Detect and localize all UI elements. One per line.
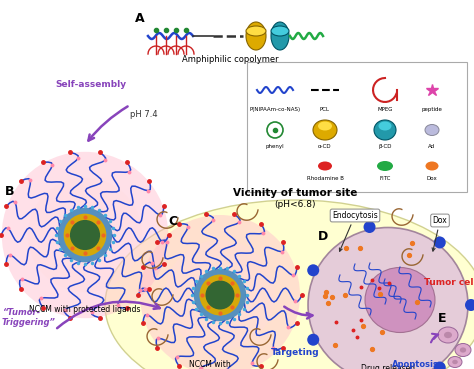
Circle shape [307,264,319,276]
Ellipse shape [318,162,332,170]
Text: Apoptosis: Apoptosis [392,360,438,369]
Text: (pH<6.8): (pH<6.8) [274,200,316,209]
Ellipse shape [200,275,240,315]
Ellipse shape [271,22,289,50]
Text: Dox: Dox [427,176,438,181]
Ellipse shape [271,26,289,36]
Ellipse shape [308,228,468,369]
Ellipse shape [313,120,337,140]
Ellipse shape [58,208,112,262]
Text: Endocytosis: Endocytosis [332,211,378,251]
Ellipse shape [206,280,235,310]
Text: E: E [438,312,447,325]
FancyBboxPatch shape [247,62,467,192]
Text: “Tumor-
Triggering”: “Tumor- Triggering” [2,308,56,327]
Ellipse shape [64,214,106,256]
Text: Vicinity of tumor site: Vicinity of tumor site [233,188,357,198]
Text: A: A [135,12,145,25]
Ellipse shape [460,347,466,353]
Text: C: C [168,215,177,228]
Ellipse shape [455,344,471,356]
Ellipse shape [165,240,275,350]
Text: D: D [318,230,328,243]
Ellipse shape [377,161,393,171]
Text: P(NIPAAm-co-NAS): P(NIPAAm-co-NAS) [249,107,301,112]
Ellipse shape [140,215,300,369]
Text: Targeting: Targeting [271,348,319,357]
Text: MPEG: MPEG [377,107,393,112]
Ellipse shape [105,200,474,369]
Text: Amphiphilic copolymer: Amphiphilic copolymer [182,55,278,64]
Circle shape [434,237,446,248]
Ellipse shape [426,162,438,170]
Ellipse shape [2,152,168,318]
Ellipse shape [444,332,452,338]
Text: pH 7.4: pH 7.4 [130,110,158,119]
Ellipse shape [70,220,100,250]
Ellipse shape [318,121,332,131]
Circle shape [465,299,474,311]
Ellipse shape [28,178,142,292]
Text: α-CD: α-CD [318,144,332,149]
Text: NCCM with protected ligands: NCCM with protected ligands [29,305,141,314]
Text: Tumor cell: Tumor cell [424,278,474,287]
Text: Drug released: Drug released [361,364,415,369]
Ellipse shape [452,360,458,364]
Text: PCL: PCL [320,107,330,112]
Text: B: B [5,185,15,198]
Text: Dox: Dox [432,216,447,251]
Text: Ad: Ad [428,144,436,149]
Ellipse shape [374,120,396,140]
Ellipse shape [365,268,435,332]
Ellipse shape [194,269,246,321]
Text: Rhodamine B: Rhodamine B [307,176,344,181]
Text: Self-assembly: Self-assembly [55,80,126,89]
Circle shape [364,221,375,233]
Text: NCCM with
exposed ligands: NCCM with exposed ligands [179,360,241,369]
Text: phenyl: phenyl [266,144,284,149]
Text: FITC: FITC [379,176,391,181]
Circle shape [307,334,319,346]
Ellipse shape [425,124,439,135]
Ellipse shape [448,356,462,368]
Text: peptide: peptide [421,107,442,112]
Circle shape [434,362,446,369]
Ellipse shape [379,121,392,131]
Ellipse shape [246,22,266,50]
Ellipse shape [246,26,266,36]
Text: β-CD: β-CD [378,144,392,149]
Ellipse shape [438,327,458,343]
